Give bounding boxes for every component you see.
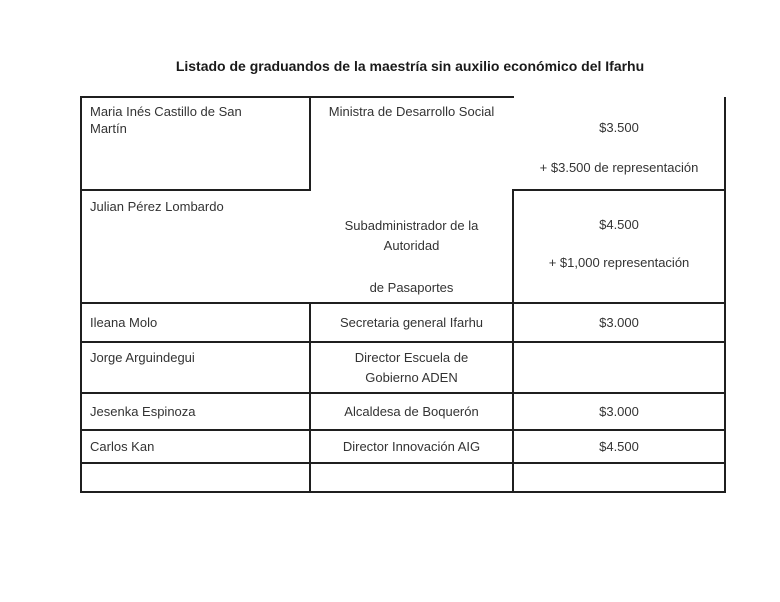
row5-position-cell: Alcaldesa de Boquerón — [311, 394, 512, 429]
table-border-top — [80, 96, 514, 98]
row1-name: Maria Inés Castillo de San Martín — [90, 104, 242, 136]
row5-position: Alcaldesa de Boquerón — [344, 404, 479, 419]
row6-name-cell: Carlos Kan — [80, 431, 310, 462]
divider-row3-bottom — [80, 341, 726, 343]
row2-amount: $4.500 — [599, 217, 639, 232]
row2-amount-cell: $4.500 + $1,000 representación — [514, 191, 724, 303]
divider-row2-bottom — [80, 302, 726, 304]
row5-name: Jesenka Espinoza — [90, 404, 196, 419]
row1-amount-note: + $3.500 de representación — [539, 160, 699, 175]
row3-name: Ileana Molo — [90, 315, 158, 330]
row7-amount-cell — [514, 464, 724, 491]
row4-name: Jorge Arguindegui — [90, 350, 195, 365]
row6-amount: $4.500 — [599, 439, 639, 454]
row1-position-cell: Ministra de Desarrollo Social — [311, 96, 512, 189]
row7-position-cell — [311, 464, 512, 491]
row2-position: Subadministrador de la Autoridad — [344, 218, 479, 253]
row6-position-cell: Director Innovación AIG — [311, 431, 512, 462]
table-border-bottom — [80, 491, 726, 493]
row1-amount: $3.500 — [599, 120, 639, 135]
row5-amount: $3.000 — [599, 404, 639, 419]
divider-col1-row1 — [309, 96, 311, 191]
row5-amount-cell: $3.000 — [514, 394, 724, 429]
row3-position-cell: Secretaria general Ifarhu — [311, 304, 512, 341]
divider-row5-bottom — [80, 429, 726, 431]
row3-amount: $3.000 — [599, 315, 639, 330]
row4-amount-cell — [514, 343, 724, 392]
row2-amount-note: + $1,000 representación — [548, 255, 690, 270]
divider-row2-amount-top — [512, 189, 726, 191]
row3-amount-cell: $3.000 — [514, 304, 724, 341]
row6-amount-cell: $4.500 — [514, 431, 724, 462]
row1-amount-cell: $3.500 + $3.500 de representación — [514, 96, 724, 189]
page-title: Listado de graduandos de la maestría sin… — [175, 58, 645, 74]
row3-position: Secretaria general Ifarhu — [339, 315, 484, 330]
divider-col1-lower — [309, 303, 311, 493]
row2-name-cell: Julian Pérez Lombardo — [80, 191, 310, 303]
row5-name-cell: Jesenka Espinoza — [80, 394, 310, 429]
row3-name-cell: Ileana Molo — [80, 304, 310, 341]
row2-position-cell: Subadministrador de la Autoridad de Pasa… — [311, 191, 512, 303]
row2-position-cont: de Pasaportes — [369, 280, 454, 295]
row1-name-cell: Maria Inés Castillo de San Martín — [80, 96, 310, 189]
row4-position: Director Escuela de Gobierno ADEN — [354, 349, 469, 385]
row4-name-cell: Jorge Arguindegui — [80, 343, 310, 392]
divider-row6-bottom — [80, 462, 726, 464]
row6-position: Director Innovación AIG — [342, 439, 481, 454]
row7-name-cell — [80, 464, 310, 491]
divider-row1-name-bottom — [80, 189, 311, 191]
divider-row4-bottom — [80, 392, 726, 394]
row1-position: Ministra de Desarrollo Social — [328, 104, 495, 119]
row2-name: Julian Pérez Lombardo — [90, 199, 224, 214]
table-border-right — [724, 97, 726, 493]
row4-position-cell: Director Escuela de Gobierno ADEN — [311, 343, 512, 392]
row6-name: Carlos Kan — [90, 439, 155, 454]
table-border-left — [80, 96, 82, 493]
